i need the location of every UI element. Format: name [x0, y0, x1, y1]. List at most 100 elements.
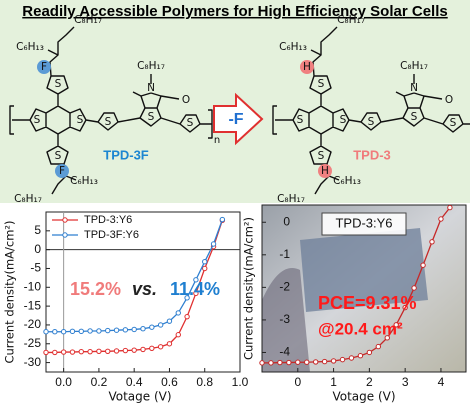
- x-tick-label: 0.0: [55, 375, 72, 389]
- atom-label: C₆H₁₃: [70, 175, 98, 187]
- data-point: [175, 332, 181, 338]
- arrow-label: -F: [228, 111, 243, 128]
- x-tick-label: 0.6: [161, 375, 178, 389]
- annotation: vs.: [132, 279, 157, 299]
- data-point: [157, 344, 164, 350]
- data-point: [384, 335, 390, 341]
- data-point: [113, 348, 120, 354]
- atom-label: H: [321, 165, 329, 177]
- data-point: [277, 359, 283, 366]
- atom-label: C₆H₁₃: [333, 175, 361, 187]
- data-point: [193, 277, 199, 283]
- legend-marker: [62, 217, 68, 223]
- data-point: [105, 327, 111, 334]
- data-point: [268, 360, 274, 366]
- y-tick-label: -30: [24, 355, 42, 369]
- data-point: [87, 328, 93, 334]
- x-tick-label: 0: [294, 375, 301, 389]
- data-point: [357, 353, 364, 359]
- atom-label: S: [340, 114, 347, 126]
- molecule-skeleton: [9, 26, 213, 195]
- atom-label: S: [450, 117, 457, 129]
- y-tick-label: -10: [24, 279, 42, 293]
- atom-label: S: [55, 78, 62, 90]
- y-tick-label: -15: [24, 298, 42, 312]
- atom-label: C₈H₁₇: [137, 60, 165, 72]
- data-point: [69, 349, 76, 355]
- legend-label: TPD-3F:Y6: [84, 229, 139, 241]
- atom-label: H: [303, 61, 311, 73]
- x-tick-label: 0.8: [196, 375, 213, 389]
- atom-label: N: [147, 82, 155, 94]
- arrow: [213, 92, 264, 146]
- x-tick-label: 1: [330, 375, 337, 389]
- data-point: [43, 329, 49, 335]
- atom-label: N: [410, 82, 418, 94]
- atom-label: C₆H₁₃: [279, 41, 307, 53]
- photo-hand: [262, 268, 310, 372]
- plot-frame: [261, 204, 467, 373]
- data-point: [166, 318, 173, 324]
- atom-label: S: [77, 114, 84, 126]
- atom-label: C₈H₁₇: [400, 60, 428, 72]
- annotation: 11.4%: [170, 279, 220, 299]
- atom-label: S: [318, 78, 325, 90]
- data-point: [122, 327, 129, 333]
- y-tick-label: -5: [30, 261, 41, 275]
- data-point: [447, 204, 453, 211]
- y-axis-title: Current density(mA/cm²): [3, 220, 17, 363]
- data-point: [131, 347, 137, 353]
- data-point: [184, 295, 190, 301]
- data-point: [96, 328, 102, 334]
- data-point: [286, 359, 292, 366]
- y-tick-label: 0: [283, 214, 290, 228]
- atom-label: F: [59, 165, 65, 177]
- y-tick-label: -20: [24, 317, 42, 331]
- data-point: [312, 359, 319, 365]
- substituent-highlight: [55, 164, 69, 178]
- legend-label: TPD-3:Y6: [84, 214, 132, 226]
- atom-label: S: [34, 114, 41, 126]
- photo-device: [300, 228, 428, 312]
- substituent-highlight: [37, 60, 51, 74]
- substituent-highlight: [300, 60, 314, 74]
- data-point: [166, 341, 173, 347]
- atom-label: S: [368, 116, 375, 128]
- atom-label: C₈H₁₇: [277, 193, 305, 205]
- data-point: [60, 349, 67, 355]
- substituent-highlight: [318, 164, 332, 178]
- y-tick-label: -3: [279, 312, 290, 326]
- data-point: [321, 358, 328, 365]
- y-tick-label: -1: [279, 247, 290, 261]
- data-point: [393, 322, 399, 328]
- atom-label: C₈H₁₇: [337, 14, 365, 26]
- data-point: [60, 329, 67, 335]
- x-tick-label: 1.0: [232, 375, 249, 389]
- data-point: [52, 349, 58, 356]
- data-point: [113, 327, 120, 333]
- atom-label: S: [318, 150, 325, 162]
- data-point: [219, 216, 226, 223]
- x-tick-label: 2: [366, 375, 373, 389]
- skeleton-bonds: [9, 26, 213, 195]
- y-axis-title: Current density(mA/cm²): [242, 217, 256, 360]
- data-point: [87, 348, 93, 355]
- x-tick-label: 3: [402, 375, 409, 389]
- atom-label: S: [105, 116, 112, 128]
- data-point: [175, 310, 181, 316]
- title: Readily Accessible Polymers for High Eff…: [22, 3, 447, 20]
- data-point: [429, 239, 435, 245]
- x-tick-label: 4: [438, 375, 445, 389]
- data-point: [210, 241, 217, 247]
- atom-label: O: [182, 94, 190, 106]
- atom-label: O: [445, 94, 453, 106]
- series-line: [262, 207, 451, 364]
- annotation: PCE=9.31%: [318, 293, 417, 313]
- data-point: [202, 258, 208, 265]
- data-point: [96, 348, 102, 354]
- data-point: [420, 262, 426, 268]
- x-tick-label: 0.4: [126, 375, 143, 389]
- data-point: [295, 359, 301, 365]
- data-point: [438, 216, 444, 222]
- y-tick-label: -4: [279, 345, 290, 359]
